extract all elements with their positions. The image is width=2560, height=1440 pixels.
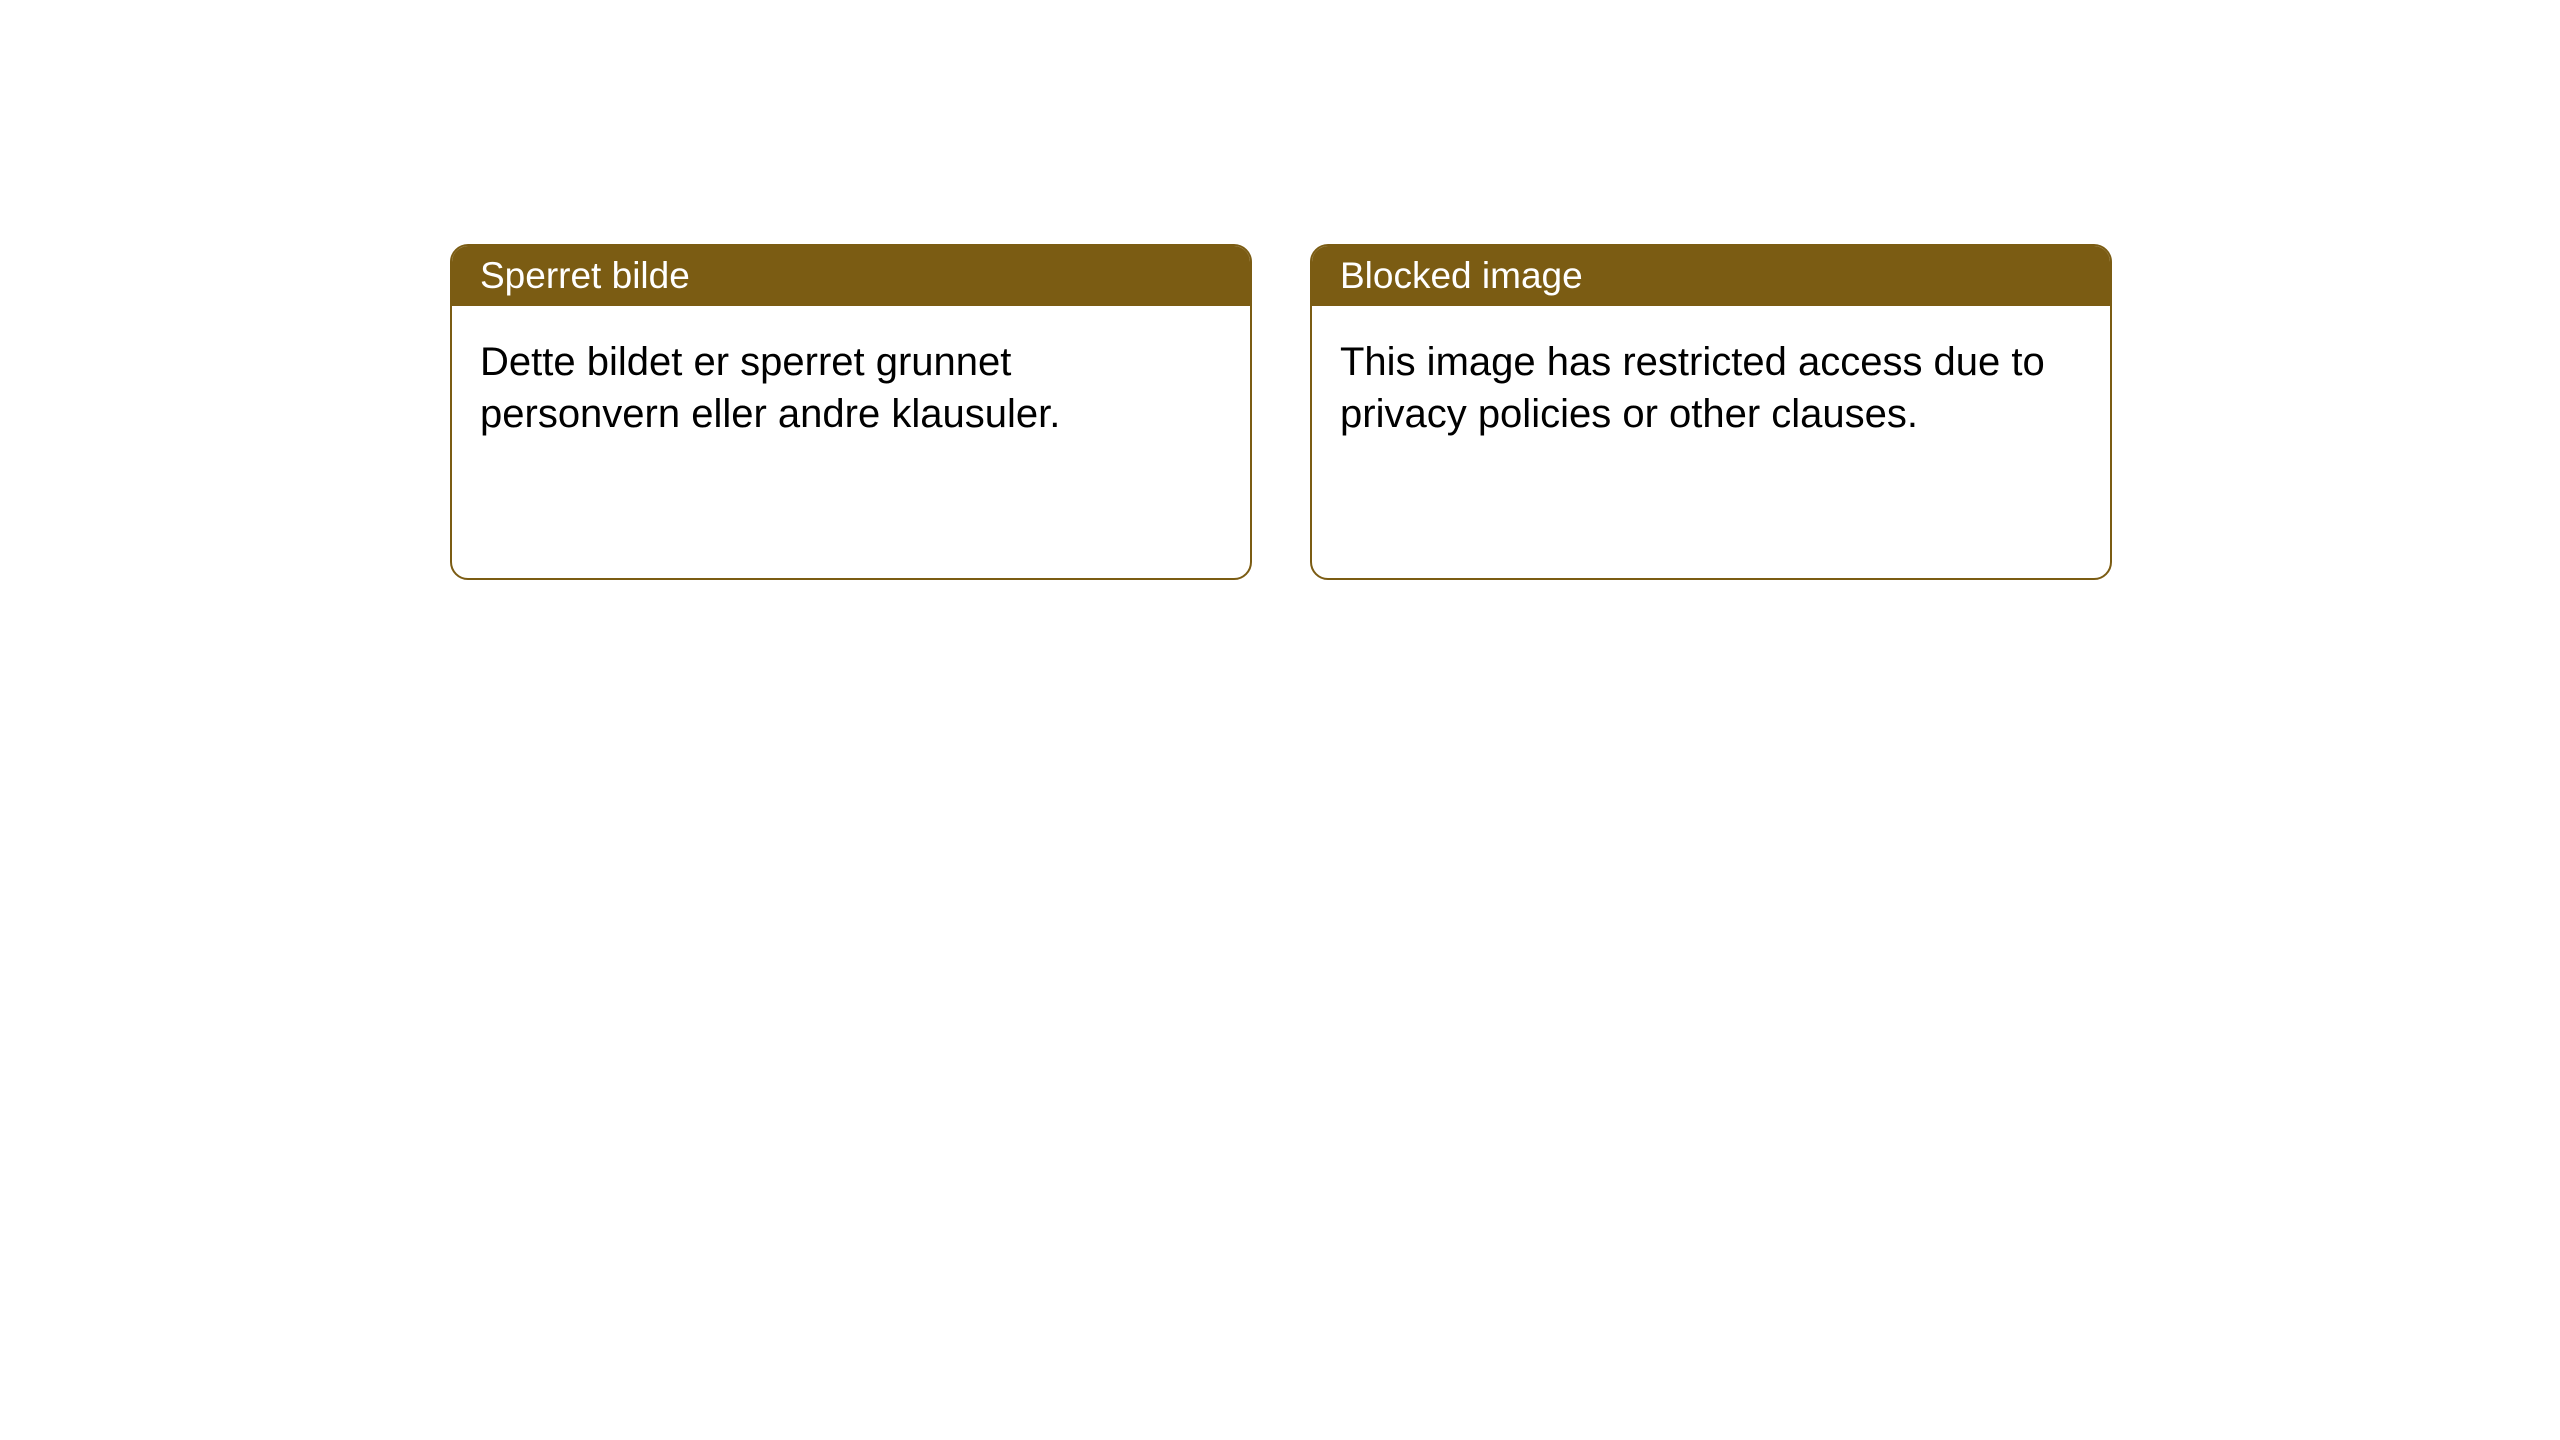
- notice-cards-container: Sperret bilde Dette bildet er sperret gr…: [450, 244, 2112, 580]
- card-header: Blocked image: [1312, 246, 2110, 306]
- card-body-text: Dette bildet er sperret grunnet personve…: [480, 336, 1222, 440]
- notice-card-norwegian: Sperret bilde Dette bildet er sperret gr…: [450, 244, 1252, 580]
- card-body-text: This image has restricted access due to …: [1340, 336, 2082, 440]
- notice-card-english: Blocked image This image has restricted …: [1310, 244, 2112, 580]
- card-body: Dette bildet er sperret grunnet personve…: [452, 306, 1250, 470]
- card-body: This image has restricted access due to …: [1312, 306, 2110, 470]
- card-header-title: Blocked image: [1340, 255, 1583, 297]
- card-header-title: Sperret bilde: [480, 255, 690, 297]
- card-header: Sperret bilde: [452, 246, 1250, 306]
